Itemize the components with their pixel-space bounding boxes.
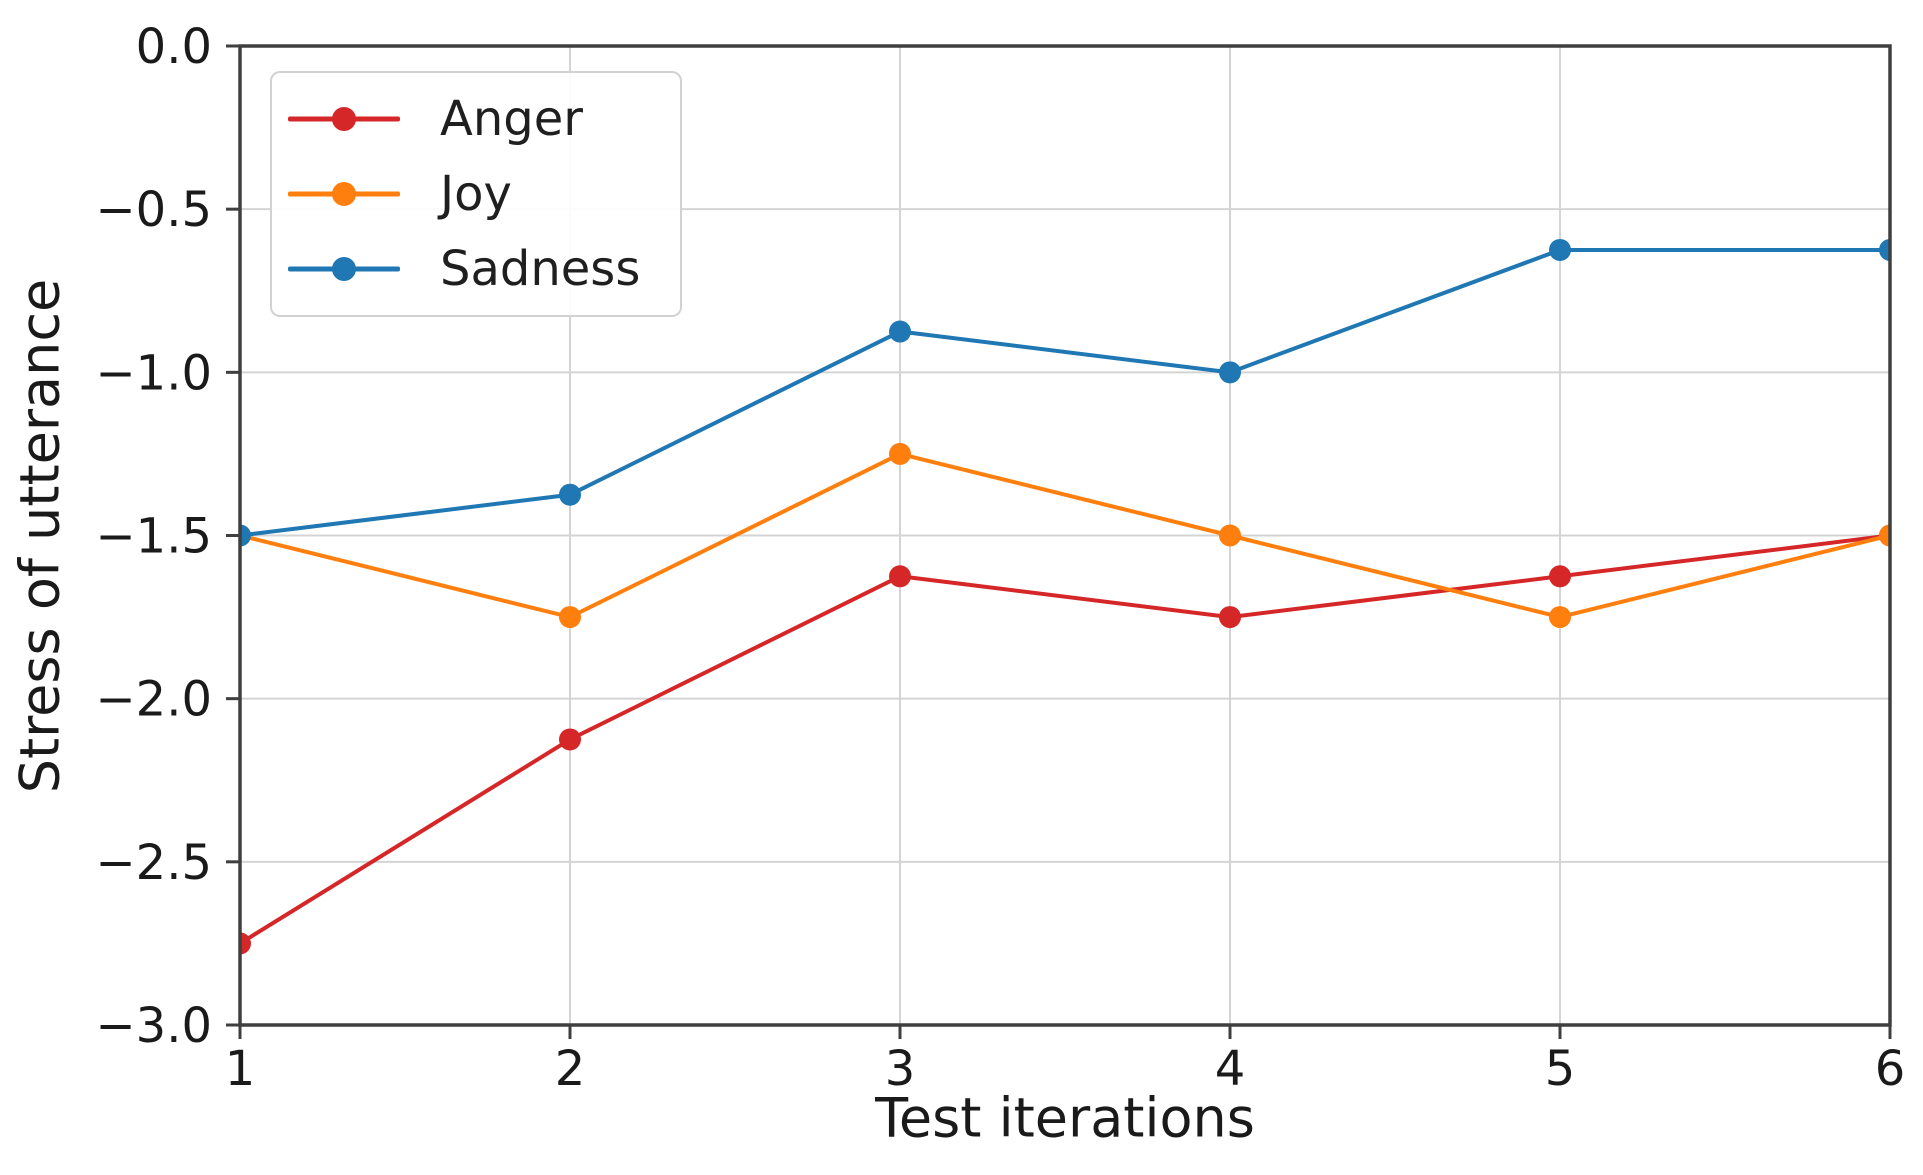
legend-item-sadness: Sadness bbox=[288, 236, 680, 302]
y-tick-label-2: −1.0 bbox=[95, 345, 212, 401]
data-point-joy-4 bbox=[1219, 524, 1241, 547]
legend-item-anger: Anger bbox=[288, 86, 680, 152]
legend: Anger Joy Sadness bbox=[270, 71, 682, 317]
legend-marker-icon bbox=[332, 181, 356, 206]
series-group bbox=[240, 238, 1890, 955]
x-axis-label: Test iterations bbox=[875, 1086, 1255, 1150]
data-point-sadness-6 bbox=[1879, 238, 1890, 261]
x-tick-label-2: 2 bbox=[555, 1041, 586, 1097]
x-tick-label-3: 3 bbox=[885, 1041, 916, 1097]
data-point-sadness-3 bbox=[889, 320, 911, 343]
legend-line-sample-joy bbox=[288, 181, 400, 206]
x-tick-label-5: 5 bbox=[1545, 1041, 1576, 1097]
legend-line-sample-sadness bbox=[288, 257, 400, 282]
y-tick-label-0: 0.0 bbox=[136, 19, 212, 75]
series-line-anger bbox=[240, 533, 1890, 946]
legend-label-sadness: Sadness bbox=[440, 241, 641, 298]
y-tick-label-1: −0.5 bbox=[95, 182, 212, 238]
series-line-joy bbox=[240, 451, 1890, 620]
y-tick-label-3: −1.5 bbox=[95, 509, 212, 565]
data-point-joy-3 bbox=[889, 442, 911, 465]
data-point-sadness-5 bbox=[1549, 238, 1571, 261]
y-tick-label-5: −2.5 bbox=[95, 835, 212, 891]
legend-marker-icon bbox=[332, 257, 356, 282]
y-axis-label: Stress of utterance bbox=[8, 278, 72, 794]
series-line-sadness bbox=[240, 247, 1890, 538]
data-point-joy-6 bbox=[1879, 524, 1890, 547]
y-tick-label-6: −3.0 bbox=[95, 998, 212, 1054]
legend-item-joy: Joy bbox=[288, 161, 680, 227]
data-point-anger-5 bbox=[1549, 565, 1571, 588]
ticks: 1 2 3 4 5 6 0.0 −0.5 −1.0 −1.5 −2.0 −2.5 −3.0 bbox=[95, 19, 1905, 1097]
data-point-sadness-1 bbox=[240, 524, 251, 547]
x-tick-label-6: 6 bbox=[1875, 1041, 1906, 1097]
legend-label-anger: Anger bbox=[440, 90, 583, 147]
data-point-anger-1 bbox=[240, 932, 251, 955]
data-point-anger-2 bbox=[559, 728, 581, 751]
y-tick-label-4: −2.0 bbox=[95, 672, 212, 728]
data-point-joy-2 bbox=[559, 606, 581, 629]
legend-label-joy: Joy bbox=[440, 165, 512, 222]
data-point-joy-5 bbox=[1549, 606, 1571, 629]
data-point-anger-4 bbox=[1219, 606, 1241, 629]
x-tick-label-4: 4 bbox=[1215, 1041, 1246, 1097]
data-point-sadness-2 bbox=[559, 483, 581, 506]
legend-line-sample-anger bbox=[288, 106, 400, 131]
legend-marker-icon bbox=[332, 106, 356, 131]
x-tick-label-1: 1 bbox=[225, 1041, 256, 1097]
data-point-anger-3 bbox=[889, 565, 911, 588]
data-point-sadness-4 bbox=[1219, 361, 1241, 384]
